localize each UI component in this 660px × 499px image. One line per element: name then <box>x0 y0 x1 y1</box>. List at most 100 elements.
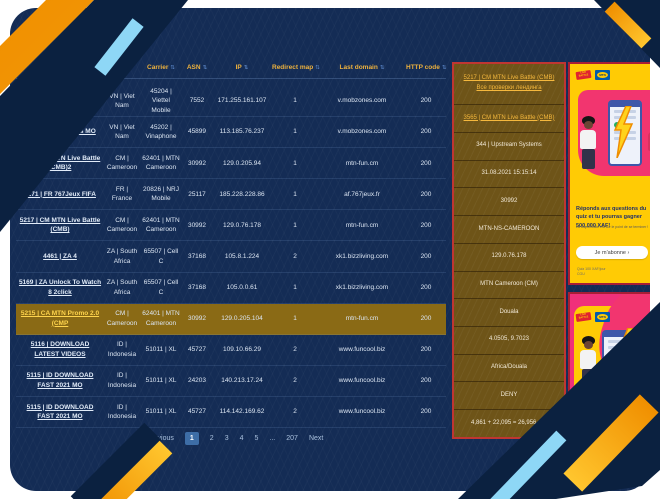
sidebar-value: 4,861 + 22,095 = 26,956 сек <box>470 419 548 426</box>
table-row[interactable]: 5217 | CM MTN Live Battle (CMB) CM | Cam… <box>16 210 446 242</box>
row-operator: 65507 | Cell C <box>143 279 179 296</box>
sidebar-cell: 344 | Upstream Systems <box>454 133 564 161</box>
column-header[interactable]: IP ⇅ <box>212 64 272 71</box>
pagination-page[interactable]: ... <box>269 434 276 442</box>
row-asn: 7552 <box>189 97 205 105</box>
row-last-domain: www.funcool.biz <box>338 346 386 354</box>
row-link[interactable]: 5218 | CM MTN Live Battle (CMB)2 <box>19 154 101 172</box>
row-operator: 62401 | MTN Cameroon <box>142 310 180 327</box>
row-operator: 20826 | NRJ Mobile <box>142 185 179 203</box>
row-operator: 45204 | Viettel Mobile <box>150 87 172 114</box>
sidebar-link[interactable]: 5217 | CM MTN Live Battle (CMB) <box>463 75 555 82</box>
row-link[interactable]: 4461 | ZA 4 <box>43 252 77 260</box>
table-row[interactable]: odestake 3 carriers MO VN | Viet Nam 452… <box>16 117 446 149</box>
sort-icon[interactable]: ⇅ <box>441 65 447 71</box>
row-redirect-map: 2 <box>293 377 297 385</box>
column-header[interactable]: Carrier ⇅ <box>140 64 182 71</box>
column-header[interactable]: HTTP code ⇅ <box>406 64 446 71</box>
subscribe-button[interactable]: Je m'abonne › <box>576 246 648 259</box>
pagination-next[interactable]: Next <box>308 434 324 442</box>
sort-icon[interactable]: ⇅ <box>243 65 249 71</box>
sidebar-cell: Douala <box>454 299 564 327</box>
row-redirect-map: 1 <box>293 221 297 229</box>
landing-preview-quiz: LIVE BATTLE MTN Réponds aux questions du… <box>568 62 650 285</box>
column-header-label: IP <box>235 64 242 71</box>
row-asn: 30992 <box>187 159 207 167</box>
row-http-code: 200 <box>420 190 432 198</box>
row-link[interactable]: odestake 3 carriers MO <box>24 128 96 136</box>
sort-icon[interactable]: ⇅ <box>379 65 385 71</box>
mtn-logo-text: MTN <box>599 73 606 77</box>
pagination-page[interactable]: 2 <box>209 434 214 442</box>
row-http-code: 200 <box>420 252 432 260</box>
live-battle-logo-icon: LIVE BATTLE <box>574 310 593 324</box>
row-ip: 113.185.76.237 <box>219 128 265 136</box>
row-last-domain: mtn-fun.cm <box>345 314 379 322</box>
table-row[interactable]: 5215 | CA MTN Promo 2.0 (CMP CM | Camero… <box>16 303 446 335</box>
sort-icon[interactable]: ⇅ <box>315 65 320 71</box>
column-header-label: HTTP code <box>406 64 440 71</box>
sidebar-value: 31.08.2021 15:15:14 <box>481 170 537 177</box>
row-redirect-map: 2 <box>293 408 297 416</box>
row-ip: 114.142.169.62 <box>219 408 265 416</box>
sidebar-link[interactable]: Все проверки лендинга <box>476 85 542 92</box>
row-link[interactable]: 5217 | CM MTN Live Battle (CMB) <box>19 217 101 234</box>
sidebar-cell: DENY <box>454 382 564 411</box>
row-http-code: 200 <box>420 97 432 105</box>
table-row[interactable]: 5271 | FR 767Jeux FIFA FR | France 20826… <box>16 179 446 211</box>
sidebar-link[interactable]: 3565 | CM MTN Live Battle (CMB) <box>463 114 555 121</box>
sidebar-cell: MTN Cameroon (CM) <box>454 272 564 300</box>
row-country: ZA | South Africa <box>106 279 138 296</box>
table-header-row: Carrier ⇅ ASN ⇅ IP ⇅ Redirect map ⇅ Last domain ⇅… <box>16 64 446 79</box>
row-country: VN | Viet Nam <box>109 92 135 110</box>
row-link[interactable]: 5115 | ID DOWNLOAD FAST 2021 MO <box>26 403 94 420</box>
pagination-page[interactable]: 3 <box>224 434 229 442</box>
row-country: FR | France <box>111 185 133 203</box>
person-illustration <box>644 118 650 171</box>
pagination-page[interactable]: 4 <box>239 434 244 442</box>
row-redirect-map: 2 <box>293 346 297 354</box>
row-country: ZA | South Africa <box>106 248 138 265</box>
pagination-page[interactable]: 207 <box>286 434 298 442</box>
row-asn: 45727 <box>187 408 207 416</box>
sort-icon[interactable]: ⇅ <box>170 65 175 71</box>
table-row[interactable]: 5115 | ID DOWNLOAD FAST 2021 MO ID | Ind… <box>16 397 446 429</box>
row-link[interactable]: 5271 | FR 767Jeux FIFA <box>24 190 96 198</box>
row-link[interactable]: 5115 | ID DOWNLOAD FAST 2021 MO <box>26 372 94 389</box>
sidebar-cell: 129.0.76.178 <box>454 244 564 272</box>
row-link[interactable]: 5215 | CA MTN Promo 2.0 (CMP <box>20 310 100 327</box>
row-operator: 62401 | MTN Cameroon <box>142 217 180 234</box>
column-header[interactable]: ASN ⇅ <box>182 64 212 71</box>
row-last-domain: www.funcool.biz <box>338 377 386 385</box>
column-header[interactable]: Redirect map ⇅ <box>272 64 320 71</box>
table-row[interactable]: VN | Viet Nam 45204 | Viettel Mobile 755… <box>16 86 446 118</box>
lightning-bolt-icon <box>613 106 634 158</box>
sidebar-cell: MTN-NS-CAMEROON <box>454 216 564 244</box>
table-row[interactable]: 5169 | ZA Unlock To Watch 8 2click ZA | … <box>16 273 446 304</box>
row-link[interactable]: 5169 | ZA Unlock To Watch 8 2click <box>18 279 102 296</box>
sidebar-cell: Africa/Douala <box>454 355 564 383</box>
row-http-code: 200 <box>420 128 432 136</box>
table-row[interactable]: 5218 | CM MTN Live Battle (CMB)2 CM | Ca… <box>16 148 446 180</box>
row-country: VN | Viet Nam <box>109 123 135 141</box>
column-header[interactable]: Last domain ⇅ <box>318 64 406 71</box>
landing-previews: LIVE BATTLE MTN Réponds aux questions du… <box>568 62 650 437</box>
pagination-page[interactable]: 1 <box>184 431 199 445</box>
person-illustration <box>576 336 600 389</box>
dashboard-card: Carrier ⇅ ASN ⇅ IP ⇅ Redirect map ⇅ Last domain ⇅… <box>10 8 650 491</box>
table-row[interactable]: 5116 | DOWNLOAD LATEST VIDEOS ID | Indon… <box>16 335 446 366</box>
row-operator: 51011 | XL <box>145 377 177 385</box>
row-link[interactable]: 5116 | DOWNLOAD LATEST VIDEOS <box>30 341 90 358</box>
sidebar-cell: 5217 | CM MTN Live Battle (CMB) Все прове… <box>454 64 564 106</box>
ad-logos: LIVE BATTLE MTN <box>574 310 610 324</box>
row-country: CM | Cameroon <box>106 154 138 172</box>
row-asn: 45899 <box>187 128 207 136</box>
table-row[interactable]: 4461 | ZA 4 ZA | South Africa 65507 | Ce… <box>16 241 446 273</box>
table-row[interactable]: 5115 | ID DOWNLOAD FAST 2021 MO ID | Ind… <box>16 366 446 397</box>
row-asn: 37168 <box>187 283 207 291</box>
sort-icon[interactable]: ⇅ <box>202 65 208 71</box>
ad-footnote-line2: CGU <box>577 272 585 277</box>
pagination-previous[interactable]: Previous <box>146 434 174 442</box>
sidebar-value: 129.0.76.178 <box>491 253 527 260</box>
pagination-page[interactable]: 5 <box>254 434 259 442</box>
